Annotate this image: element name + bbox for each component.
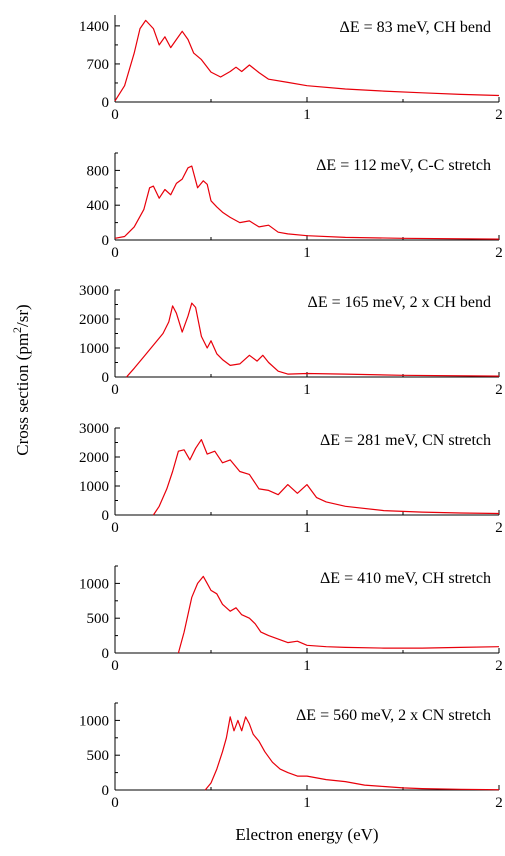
y-tick-label: 0 (102, 783, 110, 799)
x-tick-label: 1 (303, 245, 311, 261)
y-tick-label: 3000 (79, 421, 109, 437)
y-tick-label: 0 (102, 233, 110, 249)
y-axis-title-superscript: 2 (10, 327, 24, 333)
panel-1: 0 1 2 0 700 1400 ΔE = 83 meV, CH bend (79, 15, 503, 123)
panel-4: 0 1 2 0 1000 2000 3000 ΔE = 281 meV, CN stretch (79, 421, 503, 536)
series-line (114, 165, 500, 240)
x-tick-label: 2 (495, 795, 503, 811)
series-line (204, 716, 500, 791)
y-tick-label: 1000 (79, 713, 109, 729)
x-tick-label: 1 (303, 795, 311, 811)
panel-3: 0 1 2 0 1000 2000 3000 ΔE = 165 meV, 2 x CH ben… (79, 283, 503, 398)
y-tick-label: 500 (87, 611, 110, 627)
panel-title: ΔE = 83 meV, CH bend (340, 19, 491, 36)
y-tick-label: 0 (102, 370, 110, 386)
panel-2: 0 1 2 0 400 800 ΔE = 112 meV, C-C stretch (87, 152, 503, 261)
series-line (177, 575, 500, 654)
x-tick-label: 1 (303, 520, 311, 536)
y-tick-label: 700 (87, 57, 110, 73)
panel-title: ΔE = 281 meV, CN stretch (320, 432, 491, 449)
panel-title: ΔE = 165 meV, 2 x CH bend (308, 294, 491, 311)
x-tick-label: 0 (111, 795, 119, 811)
y-tick-label: 0 (102, 95, 110, 111)
panel-5: 0 1 2 0 500 1000 ΔE = 410 meV, CH stretch (79, 565, 503, 674)
panel-title: ΔE = 112 meV, C-C stretch (316, 157, 491, 174)
x-tick-label: 0 (111, 245, 119, 261)
series-line (152, 439, 500, 516)
y-tick-label: 1000 (79, 341, 109, 357)
y-tick-label: 2000 (79, 450, 109, 466)
panel-title: ΔE = 560 meV, 2 x CN stretch (296, 707, 491, 724)
y-tick-label: 1400 (79, 19, 109, 35)
y-tick-label: 500 (87, 748, 110, 764)
y-tick-label: 3000 (79, 283, 109, 299)
panels: 0 1 2 0 700 1400 ΔE = 83 meV, CH bend 0 1 2 0 400 80… (79, 15, 503, 811)
y-tick-label: 1000 (79, 576, 109, 592)
panel-6: 0 1 2 0 500 1000 ΔE = 560 meV, 2 x CN stretch (79, 702, 503, 811)
y-tick-label: 2000 (79, 312, 109, 328)
x-tick-label: 0 (111, 107, 119, 123)
x-tick-label: 1 (303, 107, 311, 123)
x-tick-label: 1 (303, 658, 311, 674)
y-axis-title: Cross section (pm2/sr) (10, 304, 32, 455)
x-tick-label: 0 (111, 382, 119, 398)
x-tick-label: 0 (111, 520, 119, 536)
x-tick-label: 0 (111, 658, 119, 674)
x-tick-label: 2 (495, 245, 503, 261)
x-axis-title: Electron energy (eV) (235, 825, 378, 844)
panel-title: ΔE = 410 meV, CH stretch (320, 570, 491, 587)
y-tick-label: 0 (102, 508, 110, 524)
y-tick-label: 0 (102, 646, 110, 662)
y-tick-label: 400 (87, 198, 110, 214)
y-tick-label: 800 (87, 163, 110, 179)
x-tick-label: 2 (495, 658, 503, 674)
x-tick-label: 1 (303, 382, 311, 398)
series-line (114, 19, 500, 102)
series-line (126, 302, 500, 378)
x-tick-label: 2 (495, 520, 503, 536)
x-tick-label: 2 (495, 382, 503, 398)
x-tick-label: 2 (495, 107, 503, 123)
y-tick-label: 1000 (79, 479, 109, 495)
